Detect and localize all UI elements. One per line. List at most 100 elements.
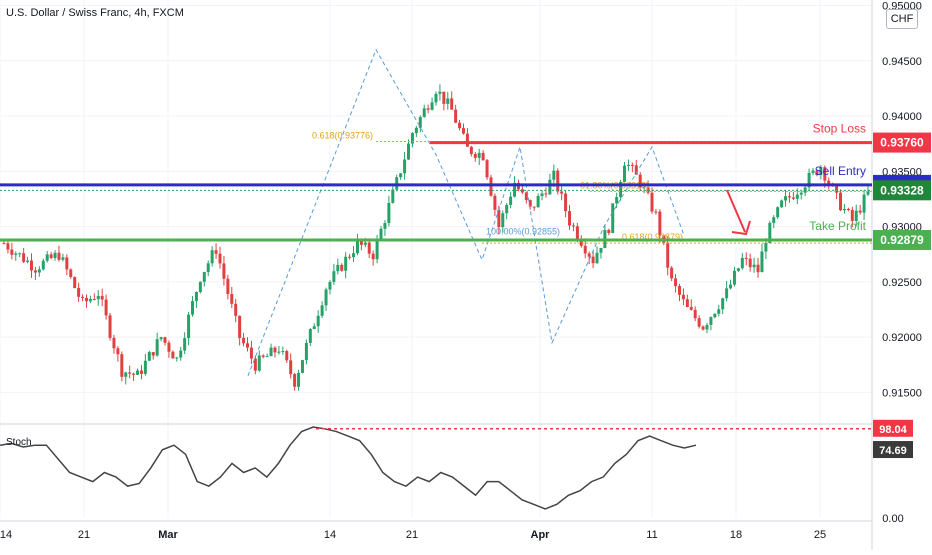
candle <box>607 228 611 236</box>
candle <box>159 336 163 342</box>
candle <box>77 282 81 302</box>
candle-body <box>194 291 198 302</box>
candle <box>509 191 513 209</box>
candle-body <box>505 204 509 214</box>
candle-body <box>701 326 705 330</box>
candle <box>100 288 104 307</box>
candle <box>14 251 18 261</box>
candle <box>253 355 257 375</box>
candle-body <box>811 170 815 173</box>
candle <box>265 353 269 358</box>
currency-button[interactable]: CHF <box>886 9 918 29</box>
stop-loss-text: Stop Loss <box>813 122 866 136</box>
candle-body <box>375 239 379 260</box>
candle-body <box>128 372 132 374</box>
candle <box>37 266 41 277</box>
candle <box>379 225 383 240</box>
candle <box>116 346 120 362</box>
take-profit-tag-label: 0.92879 <box>880 233 924 247</box>
candle-body <box>336 264 340 272</box>
candle-body <box>230 294 234 304</box>
stoch-current-tag-label: 74.69 <box>879 445 907 457</box>
candle-body <box>18 253 22 255</box>
price-tick-label: 0.91500 <box>882 387 922 399</box>
candle <box>469 145 473 157</box>
candle <box>430 97 434 111</box>
candle-body <box>293 374 297 387</box>
time-tick-label: 25 <box>814 529 826 541</box>
candle-body <box>242 337 246 344</box>
candle-body <box>607 229 611 233</box>
candle <box>799 191 803 200</box>
candle-body <box>49 254 53 259</box>
candle <box>191 296 195 317</box>
candle-body <box>748 258 752 268</box>
candles <box>2 84 870 391</box>
candle <box>438 84 442 101</box>
candle <box>780 199 784 209</box>
candle <box>340 263 344 272</box>
candle <box>717 304 721 317</box>
candle-body <box>685 299 689 307</box>
candle-body <box>151 352 155 356</box>
candle-body <box>473 153 477 158</box>
candle-body <box>355 239 359 254</box>
candle-body <box>430 102 434 110</box>
candle <box>202 271 206 287</box>
candle <box>407 139 411 160</box>
stop-loss-tag-label: 0.93760 <box>880 136 924 150</box>
candle-body <box>359 239 363 245</box>
candle-body <box>143 360 147 374</box>
candle <box>787 192 791 203</box>
candle <box>226 274 230 300</box>
candle-body <box>560 191 564 194</box>
time-tick-label: 21 <box>78 529 90 541</box>
candle-body <box>33 270 37 273</box>
candle-body <box>489 177 493 196</box>
candle <box>846 207 850 212</box>
candle <box>304 339 308 365</box>
candle-body <box>403 159 407 174</box>
candle <box>332 263 336 285</box>
candle <box>854 204 858 227</box>
symbol-title: U.S. Dollar / Swiss Franc, 4h, FXCM <box>6 7 184 19</box>
candle <box>81 294 85 302</box>
candle-body <box>729 284 733 289</box>
price-tick-label: 0.94000 <box>882 111 922 123</box>
candle <box>312 323 316 330</box>
candle-body <box>179 350 183 358</box>
candle-body <box>312 326 316 330</box>
candle-body <box>265 356 269 358</box>
candle-body <box>705 324 709 330</box>
candle-body <box>524 192 528 201</box>
candle <box>352 246 356 262</box>
candle-body <box>579 239 583 246</box>
candle-body <box>461 128 465 134</box>
candle-body <box>100 295 104 300</box>
candle-body <box>253 358 257 371</box>
time-tick-label: 14 <box>0 529 12 541</box>
candle <box>92 293 96 301</box>
candle <box>45 250 49 263</box>
candle-body <box>854 210 858 221</box>
candle-body <box>681 294 685 300</box>
time-tick-label: Apr <box>531 529 551 541</box>
candle <box>320 301 324 318</box>
candle-body <box>736 268 740 271</box>
candle-body <box>289 360 293 375</box>
candle-body <box>787 196 791 198</box>
candle-body <box>92 299 96 301</box>
stoch-high-tag <box>873 419 913 437</box>
candle <box>391 186 395 204</box>
candle <box>839 189 843 212</box>
candle <box>740 252 744 270</box>
candle-body <box>96 295 100 300</box>
candle <box>465 128 469 147</box>
candle <box>505 202 509 220</box>
candle <box>862 189 866 221</box>
candle <box>654 208 658 215</box>
candle <box>328 280 332 295</box>
candle-body <box>819 167 823 175</box>
